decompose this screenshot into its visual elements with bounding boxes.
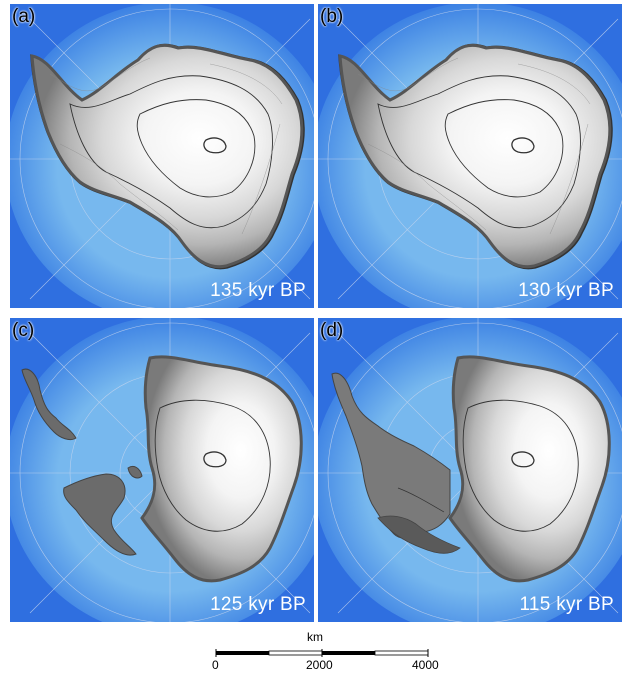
scale-unit: km xyxy=(307,630,323,644)
time-label: 125 kyr BP xyxy=(210,594,306,615)
time-label: 115 kyr BP xyxy=(519,594,614,615)
ice-sheet-map xyxy=(318,318,622,622)
time-label: 135 kyr BP xyxy=(210,280,306,301)
ice-sheet-map xyxy=(10,4,314,308)
time-label: 130 kyr BP xyxy=(518,280,614,301)
scale-tick-0: 0 xyxy=(212,658,219,672)
panel-label: (d) xyxy=(320,320,344,341)
scale-tick-4000: 4000 xyxy=(412,658,439,672)
panel-label: (c) xyxy=(12,320,35,341)
map-panel-a: (a) 135 kyr BP xyxy=(10,4,314,308)
map-panel-c: (c) 125 kyr BP xyxy=(10,318,314,622)
scale-tick-2000: 2000 xyxy=(306,658,333,672)
map-panel-d: (d) 115 kyr BP xyxy=(318,318,622,622)
map-panel-b: (b) 130 kyr BP xyxy=(318,4,622,308)
ice-sheet-map xyxy=(10,318,314,622)
panel-label: (b) xyxy=(320,6,344,27)
scale-ruler xyxy=(215,649,429,657)
ice-sheet-map xyxy=(318,4,622,308)
panel-label: (a) xyxy=(12,6,36,27)
scale-bar: km 0 2000 4000 xyxy=(200,630,450,675)
